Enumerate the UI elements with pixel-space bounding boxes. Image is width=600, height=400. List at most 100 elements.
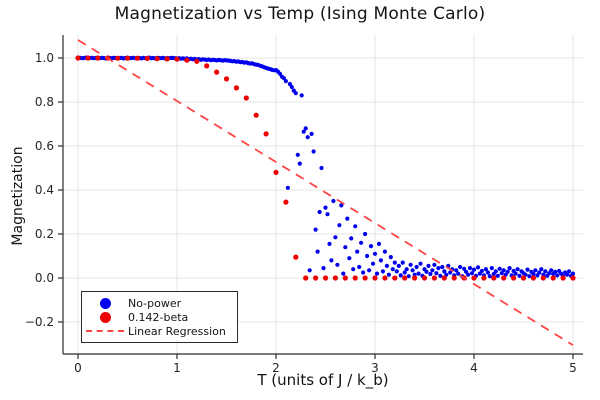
data-point [434,271,439,276]
data-point [475,265,481,270]
data-point [414,264,419,270]
data-point [432,262,437,267]
x-tick-label: 2 [272,361,280,375]
data-point [410,268,415,273]
y-tick-label: 0.0 [35,271,54,285]
data-point [533,268,538,273]
data-point [263,131,269,137]
data-point [323,205,328,210]
data-point [426,263,431,268]
data-point [505,269,510,274]
data-point [154,56,160,62]
data-point [297,161,302,166]
legend-label: No-power [128,296,182,310]
data-point [332,275,338,281]
data-point [479,268,484,274]
axes [58,35,583,359]
data-point [365,253,370,259]
data-point [233,85,239,91]
data-point [355,249,360,254]
data-point [335,262,340,267]
data-point [307,268,312,273]
data-point [353,224,358,229]
data-point [319,165,324,171]
data-point [394,269,399,274]
chart-title: Magnetization vs Temp (Ising Monte Carlo… [114,4,486,24]
data-point [483,267,488,272]
data-point [313,227,318,232]
data-point [456,271,461,276]
data-point [287,81,292,87]
data-point [194,58,200,64]
data-point [402,275,408,281]
legend: No-power 0.142-beta Linear Regression [81,291,238,343]
data-point [549,268,554,273]
data-point [406,274,411,279]
data-point [333,235,338,240]
data-point [471,267,477,272]
x-tick-label: 4 [470,361,478,375]
data-point [495,273,500,278]
data-point [370,261,376,266]
red-dot-icon [99,311,111,323]
data-point [451,275,457,281]
data-point [565,272,570,277]
data-point [540,275,546,281]
data-point [376,241,382,246]
series-linear-regression [77,39,574,346]
data-point [289,84,294,90]
data-point [374,271,380,276]
data-point [442,269,447,274]
data-point [467,266,473,271]
blue-dot-icon [99,297,111,309]
data-point [491,275,497,281]
data-point [560,275,566,281]
data-point [75,55,81,61]
data-point [441,275,447,281]
dashed-line-icon [86,330,124,332]
data-point [416,271,421,276]
data-point [313,275,319,281]
data-point [341,271,346,276]
data-point [392,275,398,281]
data-point [384,263,389,268]
data-point [243,95,249,101]
data-point [408,262,413,267]
data-point [303,126,308,131]
data-point [428,271,433,277]
series-0-142-beta [75,55,576,281]
y-tick-label: 0.6 [35,139,54,153]
y-axis-label: Magnetization [10,146,26,246]
data-point [352,275,358,281]
data-point [223,76,230,82]
data-point [513,271,518,276]
data-point [285,185,290,190]
legend-marker-cell [82,297,128,309]
data-point [357,264,362,270]
data-point [343,245,348,250]
y-tick-label: 1.0 [35,51,54,65]
data-point [368,244,374,249]
data-point [466,272,471,277]
data-point [315,249,320,254]
data-point [382,249,387,254]
data-point [380,269,385,274]
data-point [309,131,314,136]
data-point [85,55,91,61]
data-point [448,270,453,275]
y-tick-label: 0.8 [35,95,54,109]
data-point [345,216,350,221]
data-point [507,266,512,271]
data-point [134,55,140,61]
data-point [124,55,131,61]
data-point [144,55,150,62]
data-point [378,258,383,263]
data-point [520,275,527,281]
data-point [299,93,304,98]
data-point [481,275,487,281]
data-point [392,260,397,265]
data-point [95,55,101,61]
data-point [382,275,388,281]
data-point [438,273,443,278]
